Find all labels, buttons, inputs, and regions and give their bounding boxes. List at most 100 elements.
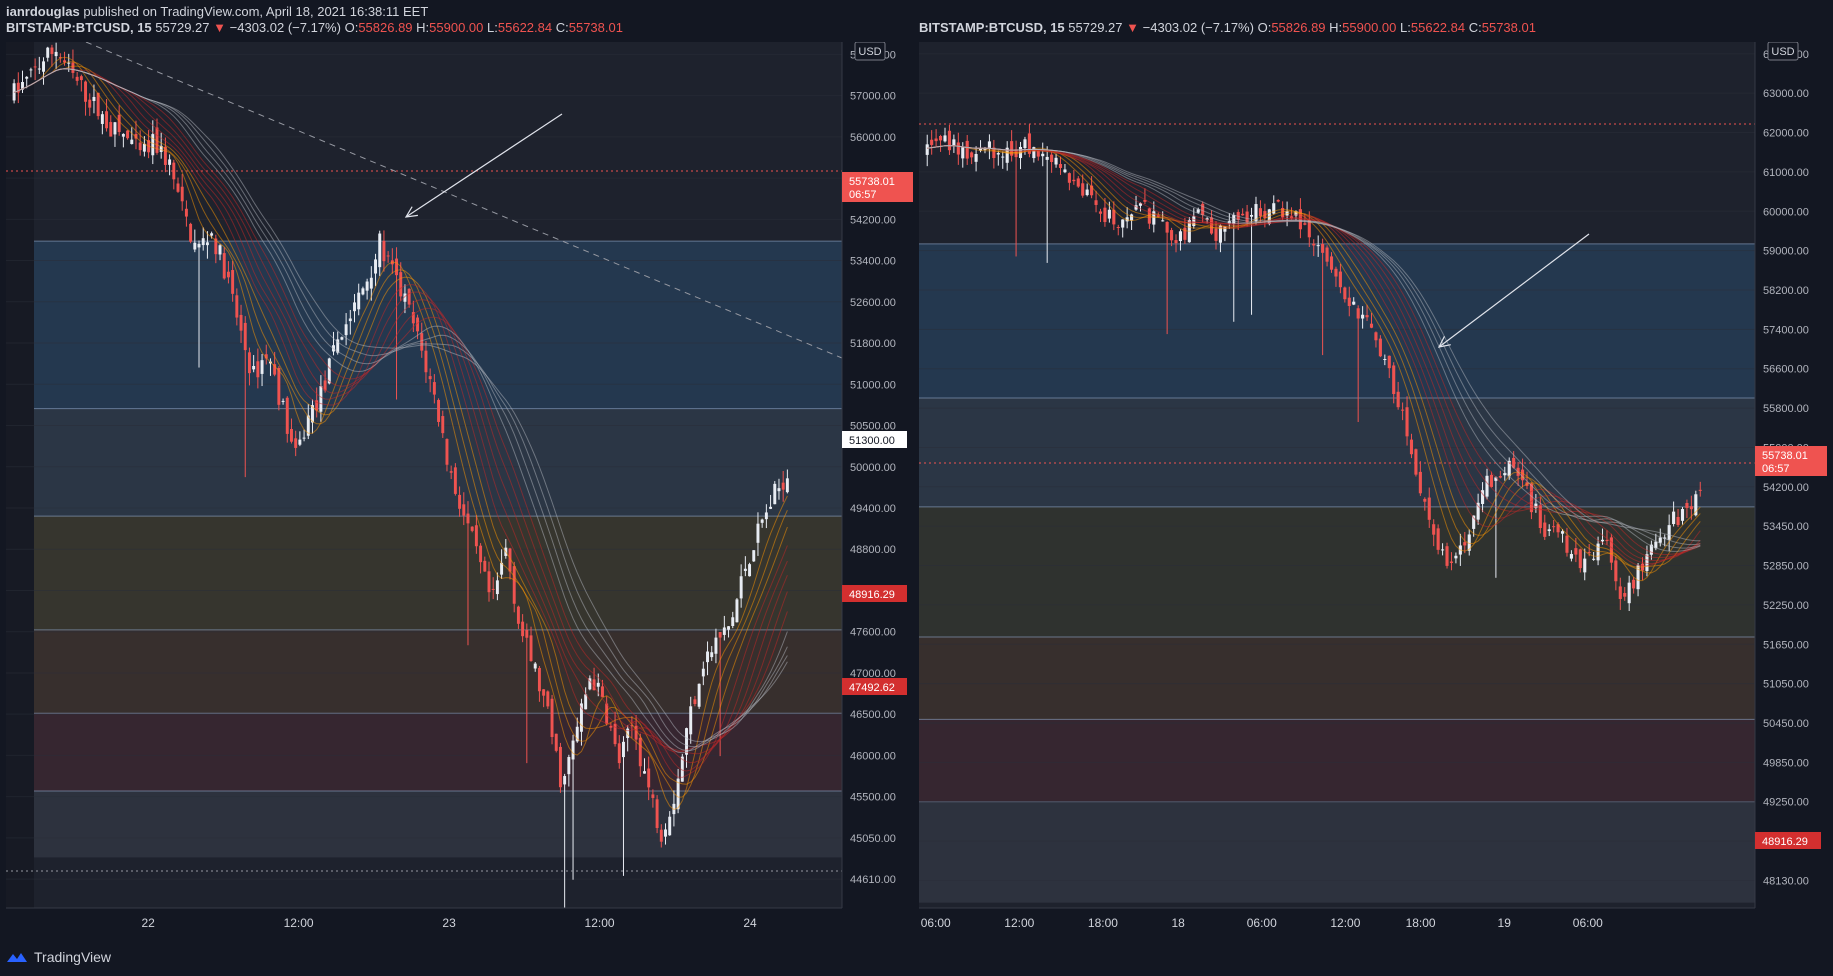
ma-line	[13, 61, 788, 798]
candle-body	[327, 358, 331, 384]
candle-body	[453, 467, 457, 494]
candle-body	[1170, 230, 1174, 241]
candle-body	[1414, 449, 1418, 475]
bar-countdown: 06:57	[849, 189, 877, 201]
candle-body	[1072, 179, 1076, 182]
candle-body	[1654, 541, 1658, 549]
candle-body	[630, 725, 634, 727]
tradingview-brand[interactable]: TradingView	[6, 949, 111, 965]
candle-body	[1178, 231, 1183, 242]
change-label: −4303.02 (−7.17%)	[1142, 20, 1254, 35]
low-label: L:	[1400, 20, 1411, 35]
candle-body	[1094, 200, 1098, 205]
y-tick-label: 45050.00	[850, 833, 896, 845]
right-price-chart[interactable]: 64000.0063000.0062000.0061000.0060000.00…	[919, 42, 1827, 938]
candle-body	[184, 208, 188, 217]
ma-line	[13, 68, 788, 743]
y-tick-label: 52850.00	[1763, 561, 1809, 573]
candle-body	[210, 233, 214, 236]
candle-body	[1249, 214, 1254, 217]
fib-zone	[34, 791, 842, 858]
change-arrow-icon: ▼	[1126, 20, 1140, 35]
currency-badge	[1767, 42, 1799, 61]
candle-body	[1694, 494, 1698, 516]
fib-zone	[34, 241, 842, 409]
candle-body	[16, 82, 20, 93]
last-price-tag	[842, 172, 913, 202]
currency-label: USD	[858, 46, 881, 58]
candle-body	[437, 399, 441, 422]
candle-body	[1214, 228, 1218, 241]
ma-line	[13, 68, 788, 753]
candle-body	[12, 83, 16, 101]
x-tick-label: 12:00	[1004, 916, 1034, 930]
author-name[interactable]: ianrdouglas	[6, 4, 80, 19]
candle-body	[1081, 183, 1085, 196]
candle-body	[294, 438, 298, 448]
symbol-label[interactable]: BITSTAMP:BTCUSD, 15	[919, 20, 1065, 35]
candle-body	[710, 652, 714, 658]
candle-body	[491, 588, 495, 590]
candle-body	[1245, 211, 1249, 223]
published-text: published on TradingView.com, April 18, …	[83, 4, 429, 19]
candle-body	[168, 159, 172, 165]
publish-byline: ianrdouglas published on TradingView.com…	[6, 4, 428, 19]
fib-zone	[919, 801, 1755, 903]
candle-body	[1409, 439, 1414, 455]
candle-body	[1436, 528, 1440, 550]
candle-body	[1312, 243, 1316, 246]
candle-body	[407, 288, 411, 305]
candle-body	[1201, 203, 1205, 216]
candle-body	[1125, 217, 1129, 222]
y-tick-label: 47600.00	[850, 627, 896, 639]
candle-body	[126, 130, 130, 139]
y-tick-label: 57000.00	[850, 91, 896, 103]
low-value: 55622.84	[1410, 20, 1466, 35]
ma-line	[13, 68, 788, 778]
candle-body	[1520, 469, 1525, 481]
fib-zone	[919, 243, 1755, 398]
candle-body	[600, 686, 604, 698]
last-price-label: 55729.27	[155, 20, 210, 35]
candle-body	[432, 382, 436, 395]
change-arrow-icon: ▼	[213, 20, 227, 35]
candle-body	[222, 253, 226, 279]
last-price-value: 55738.01	[849, 176, 895, 188]
candle-body	[369, 277, 373, 289]
candle-body	[1196, 209, 1200, 213]
tradingview-logo-icon	[7, 953, 27, 962]
left-price-chart[interactable]: 58000.0057000.0056000.0055000.0054200.00…	[6, 42, 913, 938]
candle-body	[1623, 593, 1627, 597]
candle-body	[235, 295, 239, 318]
candle-body	[63, 60, 67, 63]
candle-body	[151, 134, 155, 156]
candle-body	[1116, 227, 1120, 229]
candle-body	[756, 523, 760, 543]
candle-body	[1636, 565, 1640, 590]
candle-body	[315, 400, 319, 411]
candle-body	[1672, 511, 1676, 525]
candle-body	[479, 545, 483, 563]
candle-body	[1472, 515, 1476, 529]
y-tick-label: 44610.00	[850, 874, 896, 886]
candle-body	[1481, 490, 1485, 504]
candle-body	[378, 233, 382, 268]
candle-body	[247, 352, 251, 374]
candle-body	[558, 746, 562, 788]
candle-body	[1343, 287, 1347, 300]
candle-body	[1427, 497, 1431, 520]
candle-body	[462, 504, 466, 516]
candle-body	[1574, 548, 1578, 555]
candle-body	[277, 367, 281, 405]
candle-body	[655, 799, 659, 828]
price-tag-label: 48916.29	[849, 589, 895, 601]
y-tick-label: 53400.00	[850, 256, 896, 268]
candle-body	[1098, 211, 1103, 214]
candle-body	[1218, 225, 1222, 243]
candle-body	[403, 293, 407, 302]
candle-body	[697, 683, 701, 707]
candle-body	[613, 723, 617, 745]
symbol-label[interactable]: BITSTAMP:BTCUSD, 15	[6, 20, 152, 35]
high-label: H:	[416, 20, 430, 35]
close-value: 55738.01	[1481, 20, 1536, 35]
